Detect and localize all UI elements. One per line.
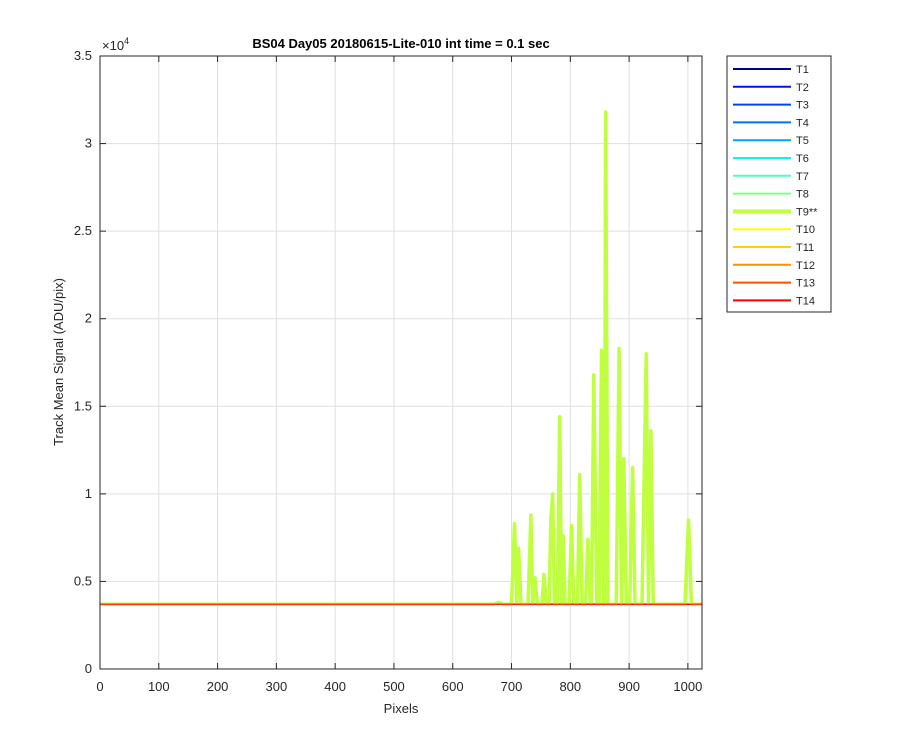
legend-item: T14: [733, 295, 815, 307]
y-axis-label: Track Mean Signal (ADU/pix): [51, 278, 66, 446]
legend-label: T9**: [796, 206, 818, 218]
legend-label: T8: [796, 189, 809, 201]
legend-label: T6: [796, 153, 809, 165]
y-tick-label: 3.5: [74, 48, 92, 63]
x-tick-label: 300: [266, 679, 288, 694]
x-tick-labels: 0 100 200 300 400 500 600 700 800 900 1000: [96, 679, 702, 694]
x-tick-label: 800: [559, 679, 581, 694]
legend: T1 T2 T3 T4 T5 T6 T7 T8 T9** T10 T11 T12 T13 T14: [726, 55, 832, 313]
x-tick-label: 400: [324, 679, 346, 694]
legend-item: T12: [733, 260, 815, 272]
y-multiplier: ×104: [102, 36, 129, 53]
legend-item: T6: [733, 153, 809, 165]
y-tick-label: 1: [85, 486, 92, 501]
y-multiplier-base: ×10: [102, 38, 124, 53]
legend-box: [726, 55, 832, 313]
legend-label: T5: [796, 135, 809, 147]
series-lines: [100, 110, 702, 606]
x-tick-label: 100: [148, 679, 170, 694]
axis-ticks: [99, 55, 702, 670]
x-tick-label: 500: [383, 679, 405, 694]
legend-item: T2: [733, 82, 809, 94]
legend-label: T10: [796, 224, 815, 236]
x-tick-label: 700: [501, 679, 523, 694]
legend-item: T9**: [733, 206, 818, 218]
legend-item: T5: [733, 135, 809, 147]
legend-label: T2: [796, 82, 809, 94]
legend-item: T10: [733, 224, 815, 236]
x-tick-label: 1000: [673, 679, 702, 694]
legend-label: T14: [796, 295, 815, 307]
y-tick-label: 0: [85, 661, 92, 676]
legend-item: T1: [733, 64, 809, 76]
legend-item: T13: [733, 278, 815, 290]
legend-item: T8: [733, 189, 809, 201]
y-tick-label: 3: [85, 136, 92, 151]
y-tick-labels: 0 0.5 1 1.5 2 2.5 3 3.5: [74, 48, 92, 676]
y-tick-label: 1.5: [74, 398, 92, 413]
legend-item: T11: [733, 242, 814, 254]
y-tick-label: 2: [85, 311, 92, 326]
series-line-t9: [100, 110, 702, 606]
legend-label: T11: [796, 242, 814, 254]
chart-title: BS04 Day05 20180615-Lite-010 int time = …: [252, 36, 549, 51]
x-tick-label: 200: [207, 679, 229, 694]
y-tick-label: 0.5: [74, 573, 92, 588]
legend-label: T12: [796, 260, 815, 272]
plot-background: [100, 56, 702, 669]
x-tick-label: 0: [96, 679, 103, 694]
legend-label: T3: [796, 100, 809, 112]
x-axis-label: Pixels: [384, 701, 419, 716]
legend-label: T4: [796, 117, 809, 129]
legend-item: T4: [733, 117, 809, 129]
x-tick-label: 900: [618, 679, 640, 694]
y-tick-label: 2.5: [74, 223, 92, 238]
x-tick-label: 600: [442, 679, 464, 694]
legend-label: T1: [796, 64, 809, 76]
y-multiplier-exponent: 4: [124, 36, 129, 46]
legend-label: T7: [796, 171, 809, 183]
legend-item: T7: [733, 171, 809, 183]
legend-items: T1 T2 T3 T4 T5 T6 T7 T8 T9** T10 T11 T12 T13 T14: [733, 64, 818, 307]
legend-label: T13: [796, 278, 815, 290]
plot-frame: [99, 55, 703, 670]
legend-item: T3: [733, 100, 809, 112]
